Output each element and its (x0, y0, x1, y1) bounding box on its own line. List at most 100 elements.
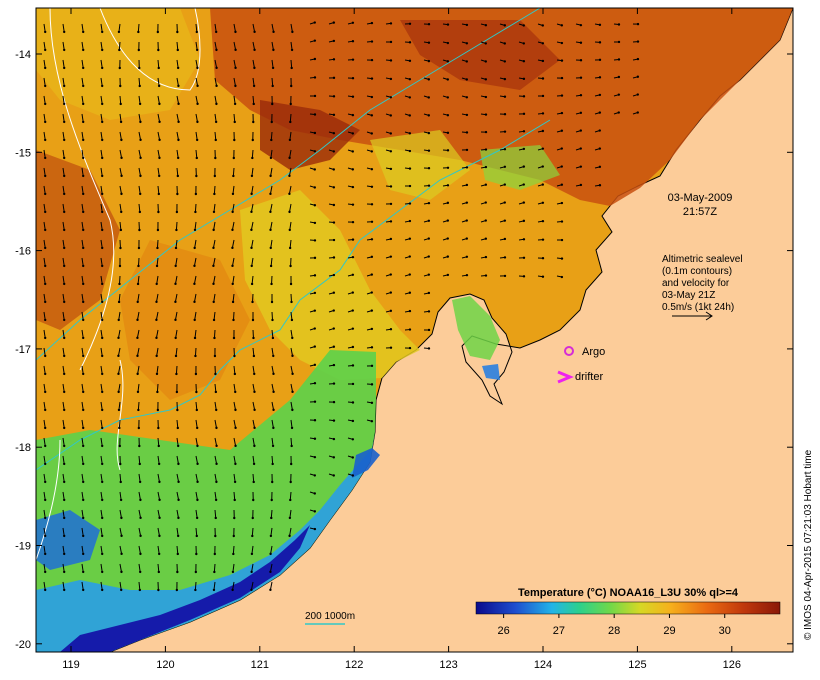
velocity-vector-head (157, 48, 160, 52)
velocity-vector-head (81, 48, 85, 52)
velocity-vector (81, 455, 84, 464)
velocity-vector-head (269, 228, 272, 232)
dark-red-patch (260, 100, 360, 170)
velocity-vector-head (234, 390, 237, 394)
velocity-vector-head (176, 570, 179, 574)
velocity-vector (81, 581, 84, 590)
velocity-vector (212, 257, 216, 266)
velocity-vector-head (212, 588, 216, 592)
velocity-vector-head (176, 552, 179, 556)
velocity-vector (62, 401, 65, 410)
velocity-vector-head (214, 156, 217, 160)
velocity-vector (137, 23, 140, 33)
velocity-vector-head (62, 174, 66, 178)
velocity-vector (81, 203, 84, 212)
velocity-vector-head (250, 174, 254, 178)
velocity-vector-head (389, 220, 393, 223)
velocity-vector (270, 239, 273, 248)
cold-deep-blue (60, 525, 310, 652)
velocity-vector-head (155, 300, 158, 304)
velocity-vector-head (62, 192, 66, 196)
velocity-vector-head (351, 113, 355, 117)
velocity-vector-head (408, 202, 412, 205)
velocity-vector-head (177, 84, 180, 88)
velocity-vector-head (251, 534, 254, 538)
velocity-vector (43, 383, 46, 392)
velocity-vector (214, 473, 217, 482)
velocity-vector-head (332, 168, 335, 171)
velocity-vector (43, 293, 46, 302)
velocity-vector-head (446, 60, 450, 63)
velocity-vector (43, 455, 46, 464)
velocity-vector-head (250, 552, 254, 556)
velocity-vector-head (598, 41, 602, 44)
drifter-label: drifter (575, 371, 603, 383)
velocity-vector-head (195, 552, 198, 556)
velocity-vector-head (62, 282, 66, 286)
velocity-vector-head (351, 309, 354, 312)
velocity-vector-head (100, 588, 104, 592)
velocity-vector-head (579, 23, 583, 27)
velocity-vector-head (155, 282, 158, 286)
velocity-vector (194, 221, 197, 230)
velocity-vector (193, 293, 197, 302)
velocity-vector (233, 59, 237, 68)
velocity-vector (117, 365, 121, 374)
velocity-vector-head (251, 300, 254, 304)
velocity-vector (270, 509, 273, 519)
velocity-vector-head (271, 102, 274, 106)
velocity-vector (214, 383, 217, 393)
velocity-vector (100, 275, 103, 284)
velocity-vector-head (215, 444, 218, 448)
velocity-vector-head (427, 328, 431, 332)
velocity-vector (175, 221, 178, 231)
velocity-vector (195, 41, 198, 50)
velocity-vector-head (155, 264, 159, 268)
velocity-vector-head (231, 300, 235, 304)
velocity-vector-head (252, 102, 255, 106)
velocity-vector-head (196, 498, 199, 502)
velocity-vector (290, 293, 293, 303)
velocity-vector-head (81, 66, 85, 70)
velocity-vector-head (389, 202, 393, 206)
velocity-vector-head (351, 327, 355, 330)
velocity-vector-head (43, 300, 47, 304)
velocity-vector-head (43, 282, 47, 286)
velocity-vector-head (81, 336, 85, 340)
velocity-vector-head (193, 246, 196, 250)
velocity-vector-head (212, 318, 216, 322)
velocity-vector-head (81, 516, 85, 520)
velocity-vector-head (408, 255, 411, 258)
velocity-vector-head (157, 210, 160, 214)
yellow-band (240, 190, 420, 380)
velocity-vector-head (408, 149, 412, 153)
velocity-vector-head (332, 21, 336, 24)
velocity-vector-head (43, 66, 47, 70)
velocity-vector (271, 455, 274, 465)
velocity-vector-head (233, 120, 236, 124)
velocity-vector-head (332, 273, 336, 277)
velocity-vector-head (214, 372, 217, 376)
velocity-vector-head (288, 210, 291, 214)
velocity-vector-head (288, 246, 292, 250)
velocity-vector-head (389, 291, 392, 294)
velocity-vector-head (43, 480, 47, 484)
velocity-vector-head (332, 363, 336, 367)
velocity-vector-head (117, 336, 120, 340)
velocity-vector-head (313, 131, 317, 135)
velocity-vector-head (100, 84, 104, 88)
velocity-vector (233, 491, 236, 501)
velocity-vector-head (351, 401, 355, 404)
velocity-vector (100, 131, 103, 140)
velocity-vector-head (231, 192, 235, 196)
velocity-vector-head (289, 264, 292, 268)
velocity-vector-head (579, 94, 583, 97)
velocity-vector (43, 311, 46, 320)
velocity-vector (213, 581, 216, 590)
velocity-vector-head (313, 204, 317, 207)
velocity-vector-head (175, 210, 179, 214)
velocity-vector-head (332, 419, 336, 422)
velocity-vector-head (465, 237, 468, 240)
velocity-vector-head (332, 437, 336, 441)
